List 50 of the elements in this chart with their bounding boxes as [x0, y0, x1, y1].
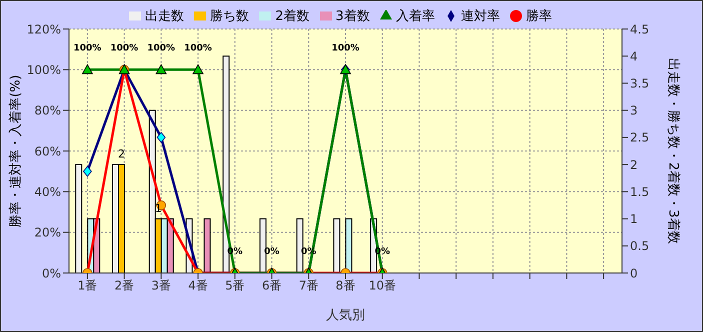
y-tick-label: 60% — [34, 144, 61, 158]
bar — [204, 218, 211, 273]
y2-tick-label: 4.5 — [630, 22, 650, 36]
legend-label: 連対率 — [460, 9, 500, 24]
y-tick-label: 120% — [26, 22, 61, 36]
data-label: 100% — [147, 44, 176, 54]
bar — [333, 218, 340, 273]
data-label: 100% — [332, 44, 360, 54]
y2-tick-label: 0.5 — [630, 239, 650, 254]
x-tick-label: 7番 — [298, 278, 318, 293]
bar — [296, 218, 304, 273]
y-tick-label: 80% — [34, 104, 61, 118]
legend-label: 勝率 — [526, 9, 552, 24]
x-tick-label: 1番 — [78, 278, 98, 293]
y2-axis-title: 出走数・勝ち数・2着数・3着数 — [665, 58, 682, 244]
legend-label: 勝ち数 — [210, 9, 250, 24]
legend-label: 3着数 — [336, 9, 370, 24]
y2-tick-label: 1.5 — [630, 184, 650, 199]
y2-tick-label: 4 — [630, 49, 638, 64]
y-axis-title: 勝率・連対率・入着率(%) — [8, 74, 24, 228]
bar — [345, 218, 352, 273]
y-tick-label: 100% — [26, 62, 61, 77]
y-tick-label: 20% — [34, 226, 61, 240]
y2-tick-label: 0 — [630, 266, 638, 280]
x-tick-label: 6番 — [262, 278, 282, 293]
x-tick-label: 8番 — [336, 278, 356, 293]
bar — [75, 164, 82, 273]
legend-label: 2着数 — [275, 9, 310, 24]
x-tick-label: 4番 — [188, 278, 208, 293]
data-label: 2 — [118, 148, 126, 161]
y2-tick-label: 2.5 — [630, 130, 650, 145]
legend-label: 出走数 — [145, 9, 184, 24]
x-tick-label: 3番 — [151, 278, 171, 293]
y2-tick-label: 3.5 — [630, 76, 650, 90]
x-tick-label: 2番 — [114, 278, 134, 293]
y-tick-label: 40% — [34, 184, 61, 199]
y2-tick-label: 3 — [630, 104, 638, 118]
point — [156, 132, 166, 143]
y2-tick-label: 2 — [630, 158, 638, 172]
x-tick-label: 5番 — [225, 278, 245, 293]
data-label: 100% — [74, 44, 102, 54]
y2-tick-label: 1 — [630, 212, 638, 226]
x-axis-title: 人気別 — [326, 308, 365, 323]
point — [83, 166, 92, 177]
y-tick-label: 0% — [42, 266, 61, 280]
x-tick-label: 10番 — [368, 278, 396, 293]
data-label: 100% — [184, 44, 212, 54]
data-label: 100% — [110, 44, 138, 54]
legend-label: 入着率 — [396, 9, 435, 24]
bar — [259, 218, 266, 273]
